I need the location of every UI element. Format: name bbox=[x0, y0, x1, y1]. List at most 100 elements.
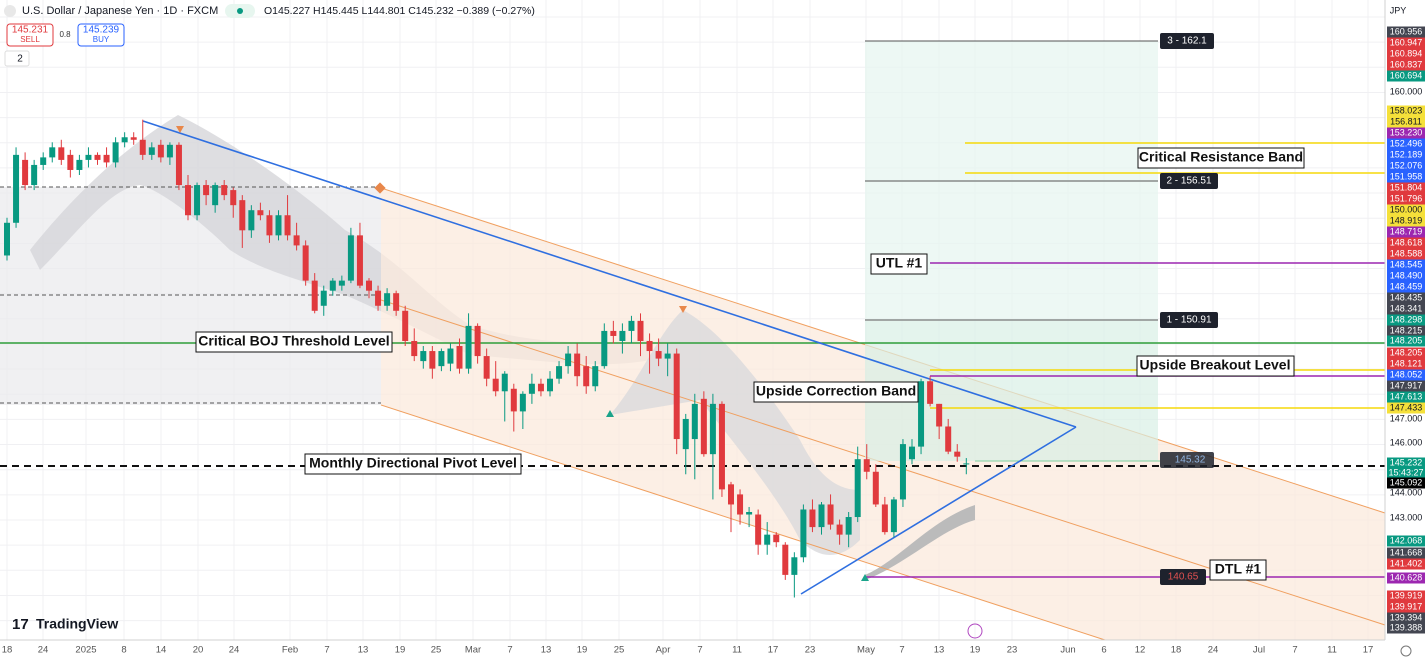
price-label-bg bbox=[1387, 402, 1425, 414]
price-label: 152.189 bbox=[1390, 149, 1423, 159]
candle-body bbox=[185, 185, 191, 216]
marker bbox=[176, 126, 184, 133]
candle-body bbox=[809, 509, 816, 528]
candle-body bbox=[49, 147, 56, 158]
candle-body bbox=[456, 346, 463, 369]
candle-body bbox=[700, 398, 707, 455]
price-label-bg bbox=[1387, 37, 1425, 49]
spread: 0.8 bbox=[59, 30, 71, 39]
price-label: 152.076 bbox=[1390, 160, 1423, 170]
logo: TradingView bbox=[36, 616, 118, 632]
tag bbox=[1160, 173, 1218, 189]
candle-body bbox=[166, 144, 173, 158]
price-label: 148.719 bbox=[1390, 226, 1423, 236]
marker bbox=[606, 410, 614, 417]
date-label: 7 bbox=[1292, 645, 1297, 656]
price-label: 143.000 bbox=[1390, 512, 1423, 522]
date-label: 13 bbox=[934, 645, 945, 656]
candle-body bbox=[275, 215, 282, 236]
candle-body bbox=[664, 353, 671, 359]
candle-body bbox=[411, 340, 418, 357]
price-label-bg bbox=[1387, 226, 1425, 238]
price-label: 148.490 bbox=[1390, 270, 1423, 280]
annotation-box bbox=[1209, 559, 1267, 581]
candle-body bbox=[746, 512, 753, 515]
price-label-bg bbox=[1387, 193, 1425, 205]
settings-icon[interactable] bbox=[1400, 645, 1412, 657]
tag-label: 3 - 162.1 bbox=[1167, 36, 1207, 47]
cloud bbox=[610, 310, 860, 555]
trendline bbox=[142, 120, 1077, 428]
price-label-bg bbox=[1387, 48, 1425, 60]
candle-body bbox=[845, 517, 852, 535]
price-label-bg bbox=[1387, 622, 1425, 634]
price-label: 15:43:27 bbox=[1388, 467, 1423, 477]
price-label-bg bbox=[1387, 292, 1425, 304]
price-label-bg bbox=[1387, 477, 1425, 489]
price-label: 148.618 bbox=[1390, 237, 1423, 247]
price-label-bg bbox=[1387, 204, 1425, 216]
candle-body bbox=[130, 137, 137, 140]
sell-button[interactable] bbox=[6, 23, 54, 47]
icon[interactable] bbox=[967, 623, 983, 639]
candle-body bbox=[927, 381, 934, 404]
price-label-bg bbox=[1387, 590, 1425, 602]
price-label: 160.694 bbox=[1390, 70, 1423, 80]
candle-body bbox=[556, 366, 563, 379]
candle-body bbox=[818, 504, 825, 528]
price-label: 151.958 bbox=[1390, 171, 1423, 181]
price-label: 148.341 bbox=[1390, 303, 1423, 313]
price-label-bg bbox=[1387, 535, 1425, 547]
currency[interactable]: JPY bbox=[1390, 5, 1407, 15]
price-label: 140.628 bbox=[1390, 572, 1423, 582]
date-label: 13 bbox=[541, 645, 552, 656]
candle-body bbox=[510, 388, 517, 412]
candle-body bbox=[673, 353, 680, 440]
tag bbox=[1160, 569, 1206, 585]
buy-label: BUY bbox=[93, 35, 110, 44]
ohlc: O145.227 H145.445 L144.801 C145.232 −0.3… bbox=[264, 5, 535, 17]
price-label: 148.545 bbox=[1390, 259, 1423, 269]
price-label: 147.917 bbox=[1390, 380, 1423, 390]
price-label-bg bbox=[1387, 358, 1425, 370]
price-label-bg bbox=[1387, 182, 1425, 194]
candle-body bbox=[375, 290, 382, 306]
candle-body bbox=[954, 451, 961, 457]
price-label: 148.052 bbox=[1390, 369, 1423, 379]
candle-body bbox=[501, 373, 508, 392]
candle-body bbox=[565, 353, 572, 367]
annotation-box bbox=[195, 331, 393, 353]
price-label: 160.947 bbox=[1390, 37, 1423, 47]
candle-body bbox=[718, 403, 725, 490]
candle-body bbox=[338, 280, 345, 286]
date-label: 2025 bbox=[75, 645, 96, 656]
candle-body bbox=[601, 330, 608, 367]
date-label: Jul bbox=[1253, 645, 1265, 656]
annotation: Upside Correction Band bbox=[756, 383, 916, 399]
candle-body bbox=[574, 353, 581, 377]
candle-body bbox=[230, 190, 237, 206]
date-label: 18 bbox=[1171, 645, 1182, 656]
annotation: Critical BOJ Threshold Level bbox=[198, 333, 389, 349]
candle-body bbox=[764, 534, 771, 545]
annotation: Monthly Directional Pivot Level bbox=[309, 455, 517, 471]
date-label: 7 bbox=[507, 645, 512, 656]
candle-body bbox=[655, 351, 662, 359]
date-label: 8 bbox=[121, 645, 126, 656]
annotation: UTL #1 bbox=[876, 255, 923, 271]
price-label: 148.435 bbox=[1390, 292, 1423, 302]
layers-button[interactable] bbox=[4, 50, 30, 67]
candle-body bbox=[347, 235, 354, 281]
candle-body bbox=[384, 293, 391, 306]
candle-body bbox=[212, 185, 219, 206]
price-label: 158.023 bbox=[1390, 105, 1423, 115]
date-label: 17 bbox=[768, 645, 779, 656]
buy-button[interactable] bbox=[77, 23, 125, 47]
candle-body bbox=[420, 351, 427, 362]
annotation-box bbox=[304, 453, 522, 475]
date-label: 24 bbox=[229, 645, 240, 656]
price-label-bg bbox=[1387, 457, 1425, 469]
date-label: 18 bbox=[2, 645, 13, 656]
candle-body bbox=[320, 290, 327, 306]
candle-body bbox=[103, 154, 110, 163]
